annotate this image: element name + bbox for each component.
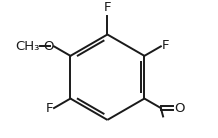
Text: CH₃: CH₃ [15,40,39,53]
Text: O: O [174,102,185,115]
Text: F: F [162,39,169,52]
Text: F: F [104,1,111,14]
Text: O: O [43,40,54,53]
Text: F: F [45,102,53,115]
